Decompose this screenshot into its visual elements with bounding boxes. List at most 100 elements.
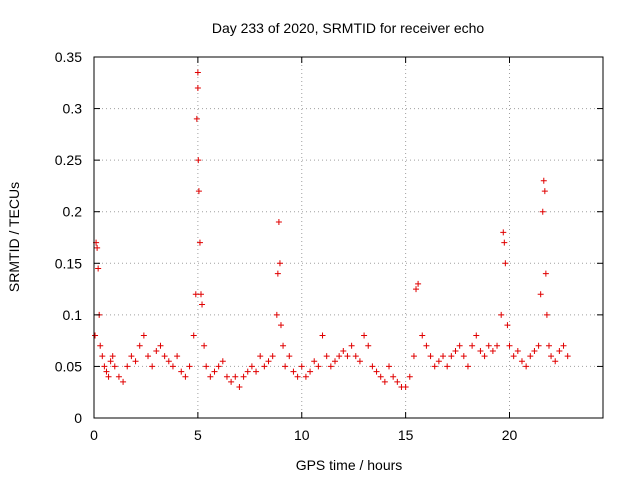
data-point: [319, 332, 326, 339]
data-point: [423, 342, 430, 349]
data-point: [207, 373, 214, 380]
data-point: [514, 347, 521, 354]
data-point: [190, 332, 197, 339]
data-point: [523, 363, 530, 370]
data-point: [327, 363, 334, 370]
data-point: [182, 373, 189, 380]
data-point: [211, 368, 218, 375]
data-series: [92, 69, 571, 391]
data-point: [132, 358, 139, 365]
data-point: [510, 353, 517, 360]
data-point: [240, 373, 247, 380]
data-point: [269, 353, 276, 360]
data-point: [564, 353, 571, 360]
x-tick-label: 20: [502, 427, 518, 443]
data-point: [473, 332, 480, 339]
data-point: [280, 342, 287, 349]
data-point: [440, 353, 447, 360]
chart-title: Day 233 of 2020, SRMTID for receiver ech…: [212, 20, 485, 36]
data-point: [402, 384, 409, 391]
data-point: [236, 384, 243, 391]
data-point: [253, 368, 260, 375]
data-point: [431, 363, 438, 370]
data-point: [290, 368, 297, 375]
data-point: [543, 311, 550, 318]
data-point: [481, 353, 488, 360]
data-point: [535, 342, 542, 349]
x-axis-label: GPS time / hours: [296, 457, 403, 473]
data-point: [531, 347, 538, 354]
data-point: [518, 358, 525, 365]
data-point: [323, 353, 330, 360]
data-point: [201, 342, 208, 349]
data-point: [97, 342, 104, 349]
data-point: [199, 301, 206, 308]
data-point: [377, 373, 384, 380]
data-point: [153, 347, 160, 354]
data-point: [286, 353, 293, 360]
y-tick-label: 0: [74, 410, 82, 426]
x-tick-label: 10: [294, 427, 310, 443]
data-point: [103, 368, 110, 375]
data-point: [192, 291, 199, 298]
data-point: [444, 363, 451, 370]
data-point: [109, 353, 116, 360]
data-point: [527, 353, 534, 360]
data-point: [506, 342, 513, 349]
data-point: [464, 363, 471, 370]
data-point: [331, 358, 338, 365]
data-point: [542, 270, 549, 277]
data-point: [373, 368, 380, 375]
data-point: [215, 363, 222, 370]
data-point: [194, 84, 201, 91]
data-point: [194, 69, 201, 76]
data-point: [456, 342, 463, 349]
data-point: [452, 347, 459, 354]
y-tick-label: 0.35: [55, 49, 82, 65]
data-point: [115, 373, 122, 380]
data-point: [136, 342, 143, 349]
data-point: [541, 188, 548, 195]
data-point: [197, 291, 204, 298]
data-point: [196, 239, 203, 246]
data-point: [500, 229, 507, 236]
data-point: [274, 270, 281, 277]
data-point: [498, 311, 505, 318]
data-point: [352, 353, 359, 360]
data-point: [413, 286, 420, 293]
data-point: [406, 373, 413, 380]
data-point: [302, 373, 309, 380]
axis-ticks: 0 0.05 0.1 0.15 0.2 0.25 0.3 0.35 0 5 10 15 20: [55, 49, 603, 443]
data-point: [223, 373, 230, 380]
data-point: [161, 353, 168, 360]
data-point: [307, 368, 314, 375]
data-point: [178, 368, 185, 375]
data-point: [545, 342, 552, 349]
data-point: [244, 368, 251, 375]
data-point: [410, 353, 417, 360]
data-point: [169, 363, 176, 370]
data-point: [94, 244, 101, 251]
data-point: [548, 353, 555, 360]
y-tick-label: 0.3: [63, 101, 83, 117]
x-tick-label: 0: [90, 427, 98, 443]
data-point: [394, 378, 401, 385]
data-point: [494, 342, 501, 349]
data-point: [140, 332, 147, 339]
data-point: [275, 219, 282, 226]
data-point: [257, 353, 264, 360]
data-point: [485, 342, 492, 349]
data-point: [560, 342, 567, 349]
data-point: [311, 358, 318, 365]
data-point: [390, 373, 397, 380]
y-tick-label: 0.05: [55, 358, 82, 374]
grid: [94, 57, 603, 418]
data-point: [107, 358, 114, 365]
data-point: [435, 358, 442, 365]
data-point: [294, 373, 301, 380]
y-axis-label: SRMTID / TECUs: [6, 182, 22, 292]
data-point: [111, 363, 118, 370]
x-tick-label: 5: [194, 427, 202, 443]
data-point: [219, 358, 226, 365]
data-point: [356, 358, 363, 365]
